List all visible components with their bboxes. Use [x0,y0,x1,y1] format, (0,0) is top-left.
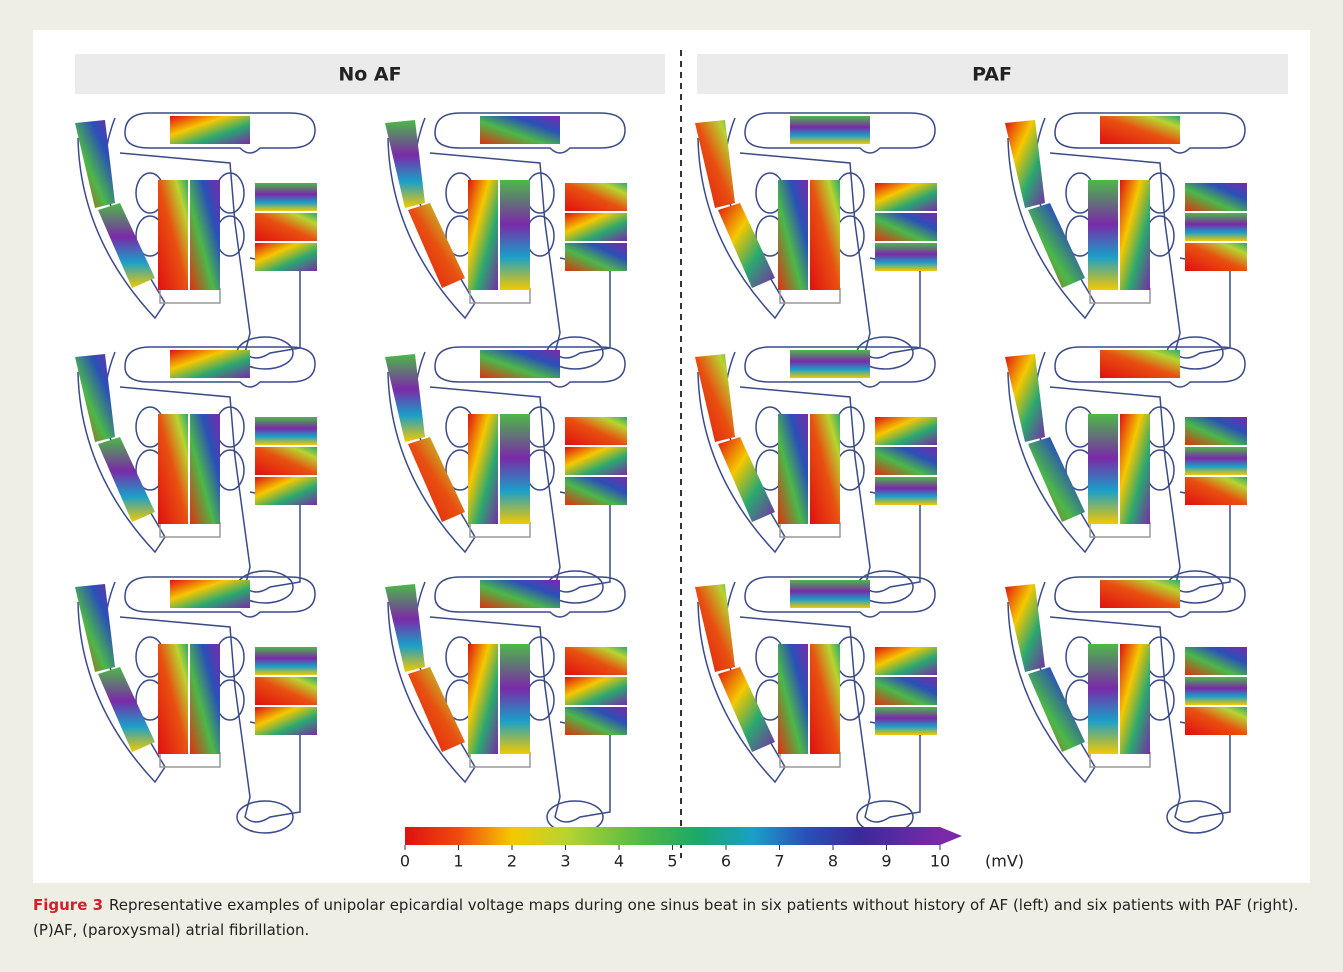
page: No AF PAF 0 1 2 3 4 5 6 7 8 9 10 (mV) Figure 3Repr… [0,0,1343,972]
map-patch [500,644,530,754]
map-patch [255,447,317,475]
colorbar [405,827,940,845]
map-patch [810,414,840,524]
map-patch [500,414,530,524]
map-patch [1185,183,1247,211]
map-patch [255,677,317,705]
map-patch [1185,647,1247,675]
map-patch [1185,243,1247,271]
map-patch [170,580,250,608]
map-patch [255,647,317,675]
map-patch [190,644,220,754]
map-patch [790,580,870,608]
map-patch [255,477,317,505]
map-patch [1120,414,1150,524]
map-patch [1185,447,1247,475]
map-patch [1120,644,1150,754]
map-patch [875,707,937,735]
colorbar-tick-label: 6 [721,852,731,871]
map-patch [255,243,317,271]
map-patch [468,180,498,290]
caption-text: Representative examples of unipolar epic… [33,896,1298,939]
map-patch [480,580,560,608]
map-patch [1185,477,1247,505]
map-patch [1100,350,1180,378]
figure: No AF PAF 0 1 2 3 4 5 6 7 8 9 10 (mV) [0,0,1343,890]
map-patch [565,707,627,735]
map-patch [875,647,937,675]
map-patch [1088,644,1118,754]
map-patch [255,213,317,241]
colorbar-tick-label: 4 [614,852,624,871]
map-patch [1120,180,1150,290]
map-patch [778,644,808,754]
map-patch [468,644,498,754]
map-patch [875,213,937,241]
map-patch [255,707,317,735]
map-patch [480,116,560,144]
colorbar-tick-label: 5 [667,852,677,871]
map-patch [500,180,530,290]
map-patch [810,180,840,290]
map-patch [565,417,627,445]
map-patch [1100,116,1180,144]
map-patch [255,183,317,211]
map-patch [158,180,188,290]
map-patch [790,116,870,144]
map-patch [158,414,188,524]
map-patch [1185,707,1247,735]
map-patch [170,350,250,378]
colorbar-tick-label: 2 [507,852,517,871]
map-patch [170,116,250,144]
map-patch [565,647,627,675]
colorbar-tick-label: 3 [560,852,570,871]
colorbar-unit: (mV) [985,852,1024,871]
map-patch [565,243,627,271]
map-patch [468,414,498,524]
colorbar-tick-label: 9 [881,852,891,871]
figure-panel [33,30,1310,883]
map-patch [875,417,937,445]
map-patch [790,350,870,378]
map-patch [1185,417,1247,445]
map-patch [565,677,627,705]
map-patch [565,477,627,505]
map-patch [1185,213,1247,241]
map-patch [190,414,220,524]
map-patch [875,447,937,475]
map-patch [875,477,937,505]
map-patch [255,417,317,445]
map-patch [190,180,220,290]
map-patch [875,243,937,271]
map-patch [480,350,560,378]
map-patch [1100,580,1180,608]
colorbar-tick-label: 10 [930,852,950,871]
panel-header: PAF [972,64,1012,86]
map-patch [158,644,188,754]
map-patch [778,414,808,524]
map-patch [875,183,937,211]
map-patch [1088,414,1118,524]
colorbar-tick-label: 0 [400,852,410,871]
map-patch [778,180,808,290]
panel-header: No AF [338,64,401,86]
map-patch [565,213,627,241]
colorbar-tick-label: 1 [453,852,463,871]
map-patch [810,644,840,754]
map-patch [565,183,627,211]
caption-label: Figure 3 [33,896,103,914]
map-patch [565,447,627,475]
map-patch [1185,677,1247,705]
colorbar-tick-label: 8 [828,852,838,871]
colorbar-tick-label: 7 [774,852,784,871]
map-patch [875,677,937,705]
map-patch [1088,180,1118,290]
